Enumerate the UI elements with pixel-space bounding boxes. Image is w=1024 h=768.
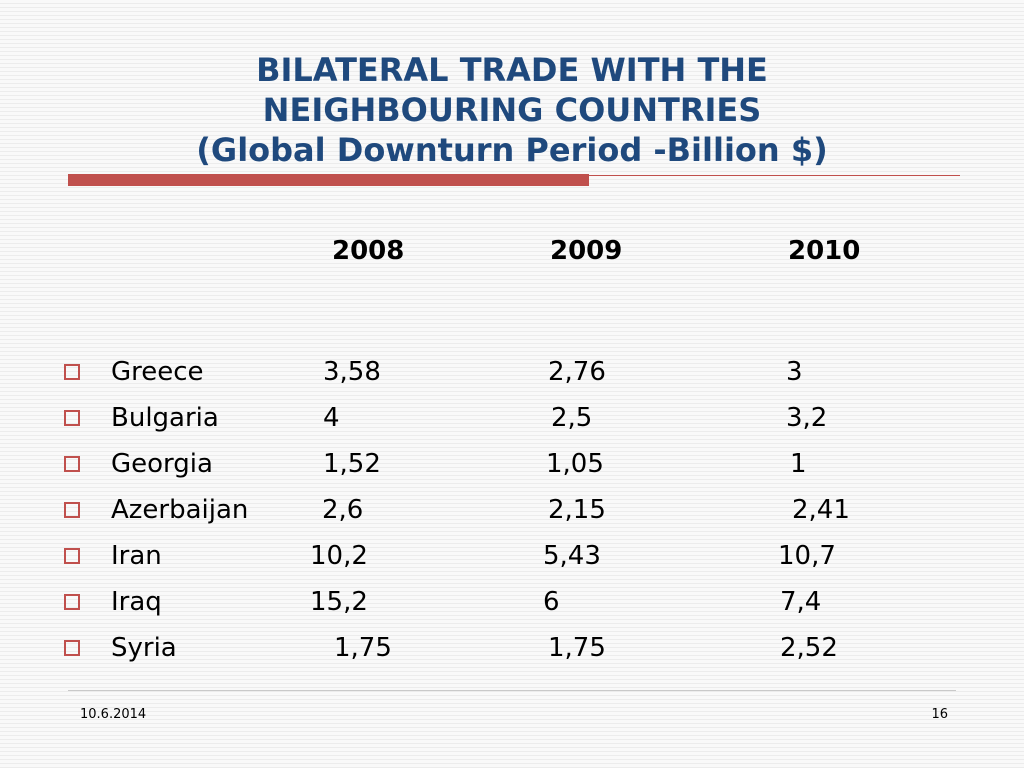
value-2010: 3,2 [786, 403, 828, 433]
title-line-1: BILATERAL TRADE WITH THE [256, 51, 768, 89]
country-name: Bulgaria [111, 403, 219, 433]
value-2010: 2,41 [792, 495, 850, 525]
table-row-azerbaijan: Azerbaijan 2,6 2,15 2,41 [0, 494, 1024, 534]
title-divider-thin [588, 175, 960, 176]
value-2009: 2,15 [548, 495, 606, 525]
value-2008: 15,2 [310, 587, 368, 617]
slide-title: BILATERAL TRADE WITH THE NEIGHBOURING CO… [0, 50, 1024, 170]
value-2010: 1 [790, 449, 807, 479]
value-2010: 7,4 [780, 587, 822, 617]
square-bullet-icon [64, 502, 80, 518]
square-bullet-icon [64, 548, 80, 564]
table-row-iran: Iran 10,2 5,43 10,7 [0, 540, 1024, 580]
footer-divider [68, 690, 956, 691]
square-bullet-icon [64, 364, 80, 380]
table-row-georgia: Georgia 1,52 1,05 1 [0, 448, 1024, 488]
value-2009: 1,75 [548, 633, 606, 663]
title-divider-thick [68, 174, 589, 186]
title-line-3: (Global Downturn Period -Billion $) [196, 131, 828, 169]
value-2009: 2,76 [548, 357, 606, 387]
value-2010: 3 [786, 357, 803, 387]
column-header-2008: 2008 [332, 236, 405, 266]
square-bullet-icon [64, 640, 80, 656]
country-name: Azerbaijan [111, 495, 249, 525]
value-2008: 1,75 [334, 633, 392, 663]
value-2008: 10,2 [310, 541, 368, 571]
table-row-syria: Syria 1,75 1,75 2,52 [0, 632, 1024, 672]
value-2009: 1,05 [546, 449, 604, 479]
table-row-greece: Greece 3,58 2,76 3 [0, 356, 1024, 396]
value-2010: 2,52 [780, 633, 838, 663]
column-header-2010: 2010 [788, 236, 861, 266]
value-2008: 1,52 [323, 449, 381, 479]
country-name: Iraq [111, 587, 162, 617]
footer-date: 10.6.2014 [80, 707, 147, 722]
country-name: Syria [111, 633, 177, 663]
country-name: Greece [111, 357, 204, 387]
value-2008: 4 [323, 403, 340, 433]
square-bullet-icon [64, 410, 80, 426]
square-bullet-icon [64, 456, 80, 472]
title-line-2: NEIGHBOURING COUNTRIES [262, 91, 762, 129]
value-2009: 6 [543, 587, 560, 617]
page-number: 16 [931, 707, 948, 722]
table-row-iraq: Iraq 15,2 6 7,4 [0, 586, 1024, 626]
value-2009: 5,43 [543, 541, 601, 571]
square-bullet-icon [64, 594, 80, 610]
country-name: Georgia [111, 449, 213, 479]
value-2008: 3,58 [323, 357, 381, 387]
value-2009: 2,5 [551, 403, 593, 433]
value-2008: 2,6 [322, 495, 364, 525]
table-row-bulgaria: Bulgaria 4 2,5 3,2 [0, 402, 1024, 442]
value-2010: 10,7 [778, 541, 836, 571]
column-header-2009: 2009 [550, 236, 623, 266]
country-name: Iran [111, 541, 162, 571]
